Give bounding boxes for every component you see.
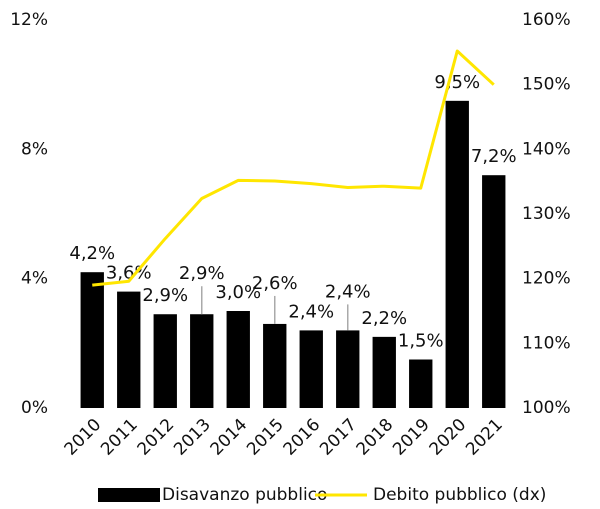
value-label: 2,6% [252,273,298,294]
bar [336,330,360,408]
x-tick-label: 2013 [170,415,215,460]
y2-tick-label: 160% [522,10,571,30]
x-tick-label: 2015 [243,415,288,460]
y2-tick-label: 100% [522,398,571,418]
bar [80,272,104,408]
bar [226,311,250,408]
value-label: 2,2% [361,308,407,329]
value-label: 1,5% [398,331,444,352]
value-label: 7,2% [471,146,517,167]
y-tick-label: 8% [21,139,48,159]
x-tick-label: 2018 [353,415,398,460]
x-tick-label: 2014 [207,415,252,460]
bar [153,314,177,408]
bar [117,291,141,408]
y-tick-label: 12% [10,10,48,30]
x-tick-label: 2016 [280,415,325,460]
legend-swatch [98,488,160,502]
x-tick-label: 2017 [316,415,361,460]
x-tick-label: 2011 [97,415,142,460]
bar [263,323,287,408]
x-tick-label: 2020 [426,415,471,460]
value-label: 2,4% [325,281,371,302]
bar [482,175,506,408]
bar [190,314,214,408]
legend-label: Debito pubblico (dx) [373,485,546,505]
debt-line [92,49,495,287]
y-tick-label: 4% [21,269,48,289]
value-label: 9,5% [434,72,480,93]
value-label: 2,9% [179,263,225,284]
y-tick-label: 0% [21,398,48,418]
bar [445,100,469,408]
legend-label: Disavanzo pubblico [162,485,327,505]
y2-tick-label: 110% [522,333,571,353]
x-tick-label: 2019 [389,415,434,460]
y2-tick-label: 130% [522,204,571,224]
bar [299,330,323,408]
value-label: 2,4% [288,301,334,322]
value-label: 3,0% [215,282,261,303]
bar [409,359,433,408]
value-label: 4,2% [69,243,115,264]
y2-tick-label: 120% [522,269,571,289]
x-tick-label: 2021 [462,415,507,460]
y2-tick-label: 140% [522,139,571,159]
value-label: 2,9% [142,285,188,306]
bar [372,336,396,408]
x-tick-label: 2010 [61,415,106,460]
y2-tick-label: 150% [522,75,571,95]
x-tick-label: 2012 [134,415,179,460]
